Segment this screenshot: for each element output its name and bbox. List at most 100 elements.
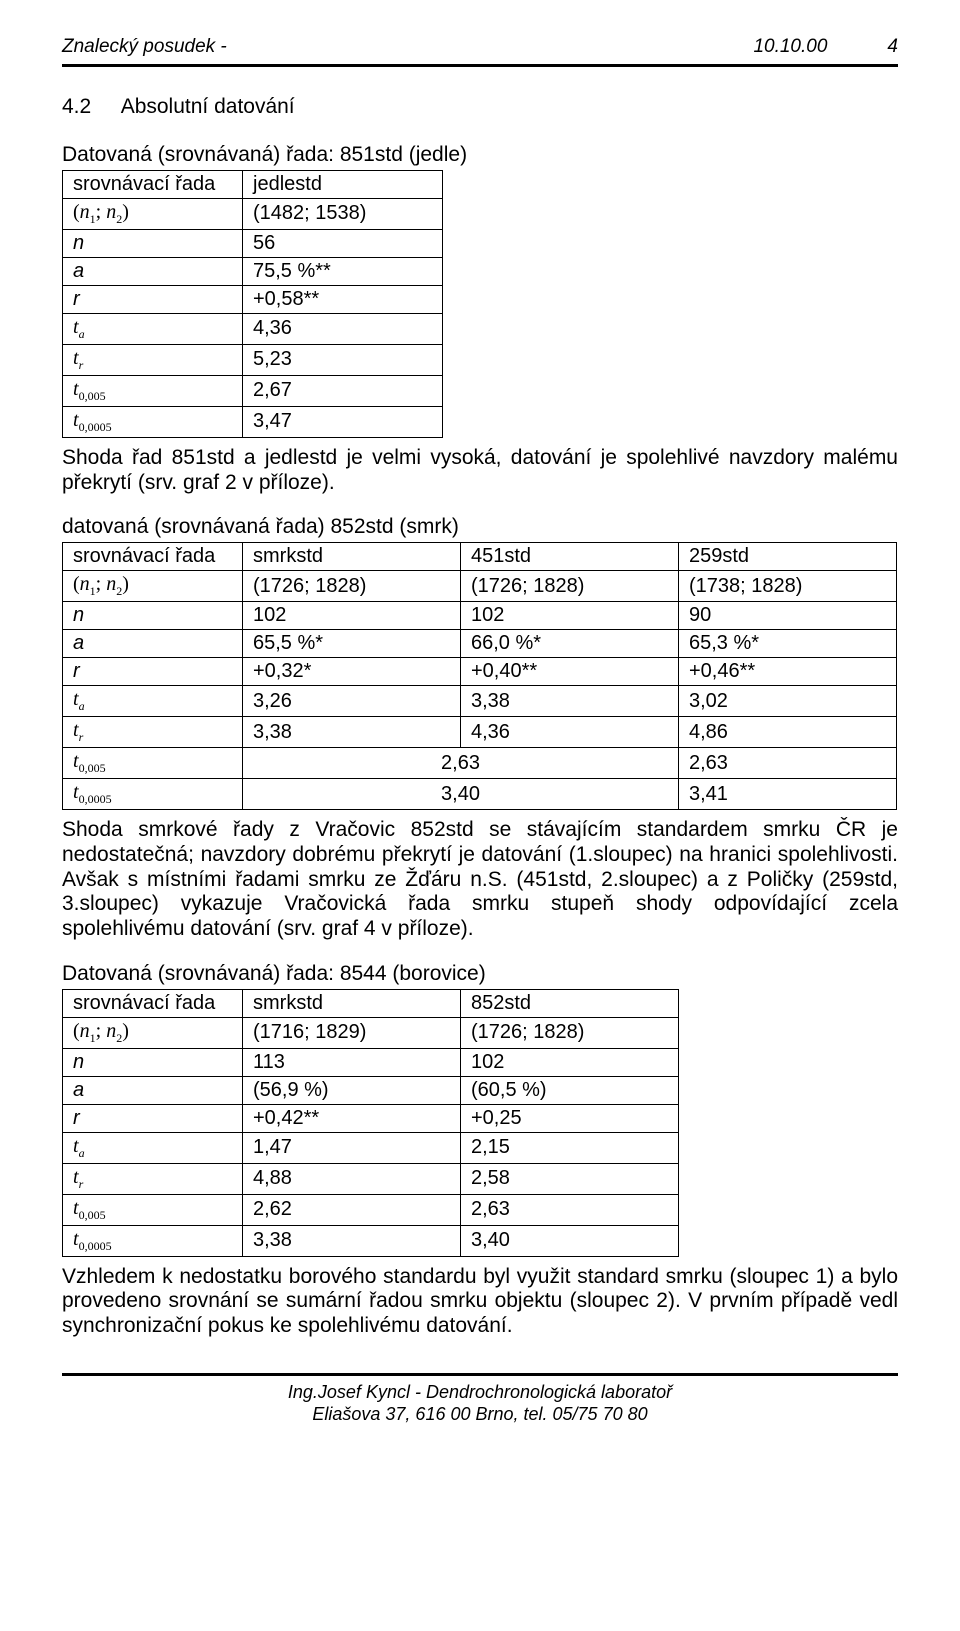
footer-line2: Eliašova 37, 616 00 Brno, tel. 05/75 70 … xyxy=(62,1404,898,1426)
cell-value: 3,40 xyxy=(243,779,679,810)
header-title: Znalecký posudek - xyxy=(62,36,227,58)
cell-header: srovnávací řada xyxy=(63,543,243,571)
cell-value: 4,88 xyxy=(243,1163,461,1194)
cell-label: ta xyxy=(63,1132,243,1163)
table1-caption: Datovaná (srovnávaná) řada: 851std (jedl… xyxy=(62,143,898,168)
cell-label: t0,005 xyxy=(63,375,243,406)
footer-rule xyxy=(62,1373,898,1376)
cell-value: (1738; 1828) xyxy=(679,571,897,602)
table1: srovnávací řada jedlestd (n1; n2) (1482;… xyxy=(62,170,443,438)
table-row: srovnávací řada smrkstd 451std 259std xyxy=(63,543,897,571)
cell-label: t0,005 xyxy=(63,1194,243,1225)
cell-label: a xyxy=(63,257,243,285)
table2: srovnávací řada smrkstd 451std 259std (n… xyxy=(62,542,897,810)
table-row: a 75,5 %** xyxy=(63,257,443,285)
cell-value: 66,0 %* xyxy=(461,630,679,658)
cell-value: 3,26 xyxy=(243,686,461,717)
cell-value: 2,62 xyxy=(243,1194,461,1225)
cell-header: smrkstd xyxy=(243,989,461,1017)
cell-value: 3,02 xyxy=(679,686,897,717)
cell-label: t0,005 xyxy=(63,748,243,779)
page-header: Znalecký posudek - 10.10.00 4 xyxy=(62,36,898,58)
cell-label: t0,0005 xyxy=(63,779,243,810)
table-row: t0,0005 3,47 xyxy=(63,406,443,437)
table3-note: Vzhledem k nedostatku borového standardu… xyxy=(62,1265,898,1339)
cell-value: 2,15 xyxy=(461,1132,679,1163)
cell-value: 113 xyxy=(243,1048,461,1076)
cell-label: r xyxy=(63,1104,243,1132)
cell-label: ta xyxy=(63,313,243,344)
cell-label: n xyxy=(63,229,243,257)
table-row: t0,0005 3,38 3,40 xyxy=(63,1225,679,1256)
table2-caption: datovaná (srovnávaná řada) 852std (smrk) xyxy=(62,515,898,540)
cell-label: a xyxy=(63,630,243,658)
table3-caption: Datovaná (srovnávaná) řada: 8544 (borovi… xyxy=(62,962,898,987)
cell-value: 102 xyxy=(461,602,679,630)
table-row: r +0,58** xyxy=(63,285,443,313)
cell-label: tr xyxy=(63,344,243,375)
cell-label: (n1; n2) xyxy=(63,198,243,229)
header-rule xyxy=(62,64,898,67)
cell-value: 75,5 %** xyxy=(243,257,443,285)
cell-value: 3,38 xyxy=(243,1225,461,1256)
header-pagenum: 4 xyxy=(887,36,898,58)
section-heading: 4.2 Absolutní datování xyxy=(62,95,898,119)
table-row: srovnávací řada jedlestd xyxy=(63,170,443,198)
cell-header: srovnávací řada xyxy=(63,989,243,1017)
table1-note: Shoda řad 851std a jedlestd je velmi vys… xyxy=(62,446,898,496)
table-row: a 65,5 %* 66,0 %* 65,3 %* xyxy=(63,630,897,658)
table-row: n 56 xyxy=(63,229,443,257)
table-row: n 102 102 90 xyxy=(63,602,897,630)
cell-header: 259std xyxy=(679,543,897,571)
cell-header: smrkstd xyxy=(243,543,461,571)
table-row: t0,0005 3,40 3,41 xyxy=(63,779,897,810)
cell-label: tr xyxy=(63,717,243,748)
cell-value: +0,58** xyxy=(243,285,443,313)
section-number: 4.2 xyxy=(62,95,116,119)
cell-value: 2,63 xyxy=(243,748,679,779)
cell-label: n xyxy=(63,602,243,630)
cell-label: (n1; n2) xyxy=(63,571,243,602)
table-row: ta 4,36 xyxy=(63,313,443,344)
cell-value: 2,67 xyxy=(243,375,443,406)
cell-value: (1726; 1828) xyxy=(461,1017,679,1048)
table-row: srovnávací řada smrkstd 852std xyxy=(63,989,679,1017)
table-row: (n1; n2) (1716; 1829) (1726; 1828) xyxy=(63,1017,679,1048)
cell-value: 3,40 xyxy=(461,1225,679,1256)
cell-value: +0,32* xyxy=(243,658,461,686)
cell-value: 2,63 xyxy=(679,748,897,779)
table-row: tr 3,38 4,36 4,86 xyxy=(63,717,897,748)
table-row: t0,005 2,67 xyxy=(63,375,443,406)
cell-value: 4,36 xyxy=(243,313,443,344)
cell-value: 4,36 xyxy=(461,717,679,748)
table-row: t0,005 2,62 2,63 xyxy=(63,1194,679,1225)
table-row: (n1; n2) (1482; 1538) xyxy=(63,198,443,229)
cell-label: r xyxy=(63,658,243,686)
cell-value: 2,58 xyxy=(461,1163,679,1194)
cell-header: 852std xyxy=(461,989,679,1017)
cell-value: (60,5 %) xyxy=(461,1076,679,1104)
cell-value: +0,46** xyxy=(679,658,897,686)
cell-value: 90 xyxy=(679,602,897,630)
cell-label: a xyxy=(63,1076,243,1104)
table-row: tr 5,23 xyxy=(63,344,443,375)
table-row: (n1; n2) (1726; 1828) (1726; 1828) (1738… xyxy=(63,571,897,602)
cell-value: 3,41 xyxy=(679,779,897,810)
table-row: ta 1,47 2,15 xyxy=(63,1132,679,1163)
cell-label: tr xyxy=(63,1163,243,1194)
cell-value: (56,9 %) xyxy=(243,1076,461,1104)
cell-value: 4,86 xyxy=(679,717,897,748)
cell-value: 102 xyxy=(461,1048,679,1076)
table-row: a (56,9 %) (60,5 %) xyxy=(63,1076,679,1104)
cell-value: 3,38 xyxy=(461,686,679,717)
header-date: 10.10.00 xyxy=(753,36,827,58)
table-row: ta 3,26 3,38 3,02 xyxy=(63,686,897,717)
cell-label: srovnávací řada xyxy=(63,170,243,198)
cell-value: (1716; 1829) xyxy=(243,1017,461,1048)
cell-value: 2,63 xyxy=(461,1194,679,1225)
cell-header: 451std xyxy=(461,543,679,571)
cell-label: t0,0005 xyxy=(63,1225,243,1256)
table-row: r +0,42** +0,25 xyxy=(63,1104,679,1132)
table-row: t0,005 2,63 2,63 xyxy=(63,748,897,779)
cell-label: r xyxy=(63,285,243,313)
